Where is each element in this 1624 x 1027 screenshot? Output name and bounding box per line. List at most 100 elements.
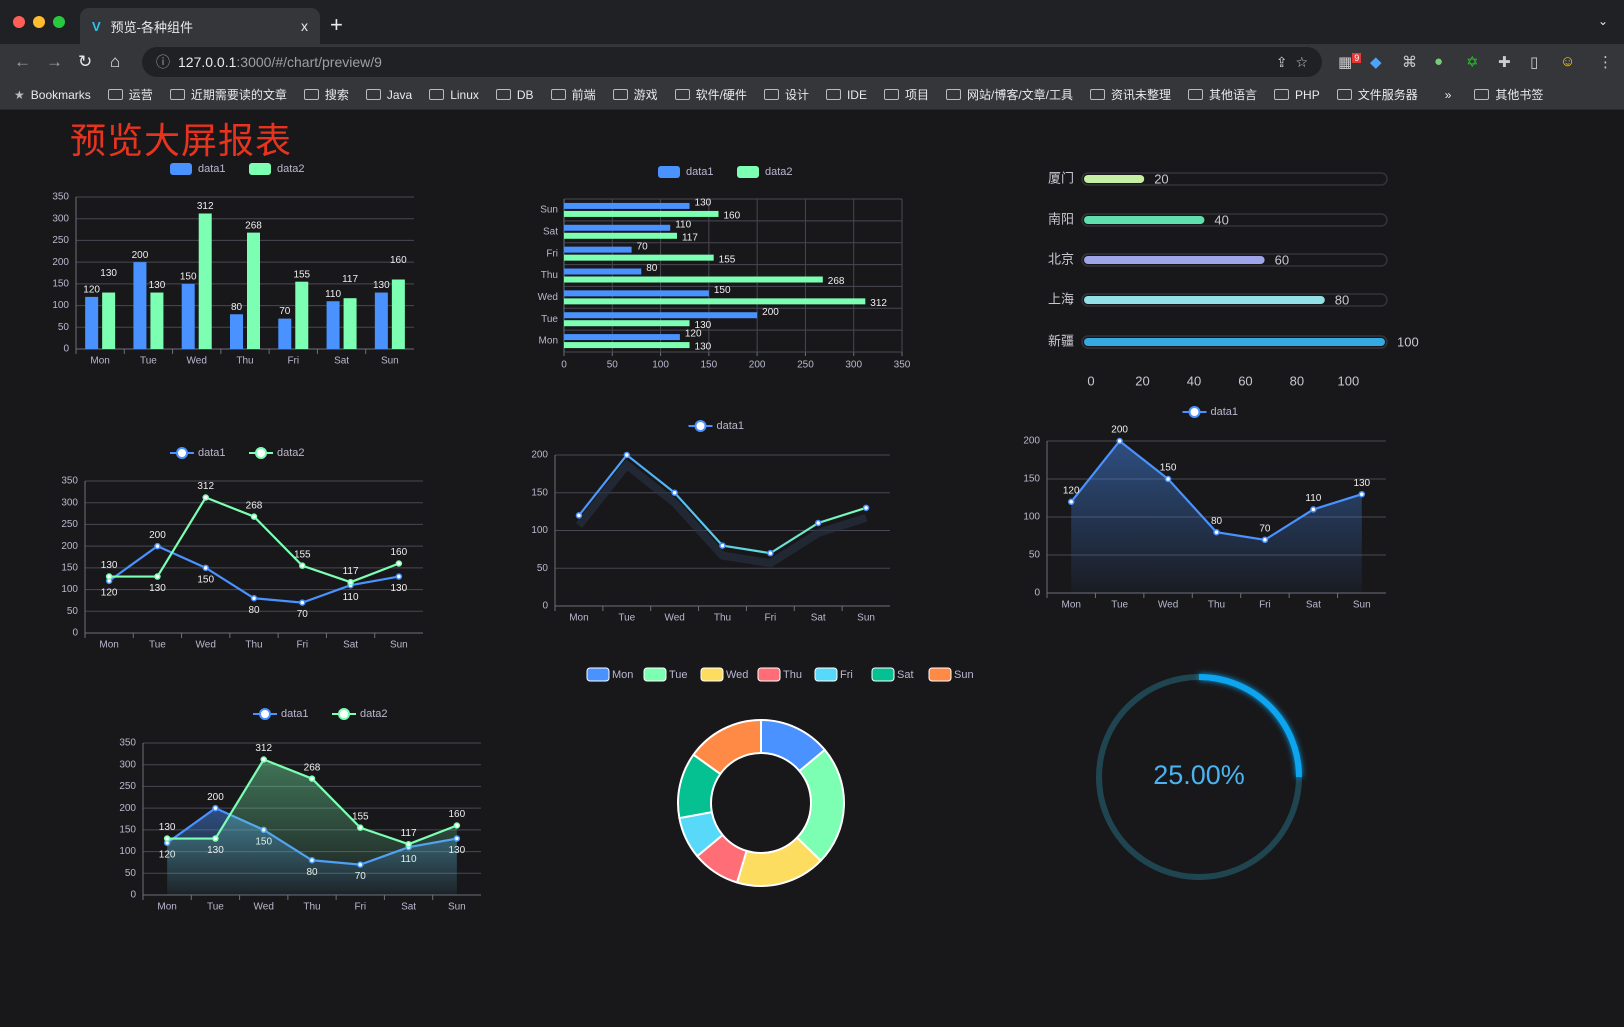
menu-kebab-icon[interactable]: ⋮	[1598, 54, 1613, 71]
data-label: 130	[100, 268, 117, 279]
bookmark-folder[interactable]: 文件服务器	[1336, 86, 1418, 103]
y-tick-label: 350	[119, 738, 136, 749]
bar-data1	[181, 283, 195, 349]
folder-icon	[1474, 89, 1490, 100]
side-panel-icon[interactable]: ▯	[1530, 54, 1539, 71]
x-tick-label: Sat	[401, 902, 416, 913]
bar-data2	[564, 254, 714, 261]
data-label: 130	[391, 583, 408, 594]
bookmark-folder[interactable]: 游戏	[612, 86, 658, 103]
share-icon[interactable]: ⇪	[1275, 53, 1288, 70]
bookmark-label: 设计	[784, 88, 809, 102]
progress-track	[1081, 335, 1388, 349]
bookmark-label: 近期需要读的文章	[190, 88, 287, 102]
x-tick-label: 80	[1290, 373, 1304, 388]
legend-label: data2	[765, 166, 793, 178]
legend-swatch	[700, 667, 724, 682]
y-tick-label: 250	[61, 519, 78, 530]
y-tick-label: Mon	[539, 336, 558, 347]
browser-tab[interactable]: V 预览-各种组件 x	[80, 8, 320, 44]
reload-icon[interactable]: ↻	[78, 52, 93, 71]
tab-title: 预览-各种组件	[110, 19, 194, 35]
bookmark-folder[interactable]: 设计	[763, 86, 809, 103]
bar-data2	[343, 298, 357, 349]
new-tab-button[interactable]: +	[330, 12, 343, 37]
y-tick-label: 200	[61, 541, 78, 552]
x-tick-label: Thu	[714, 613, 731, 624]
bookmark-folder[interactable]: DB	[495, 88, 534, 102]
data-point	[212, 804, 219, 812]
bookmark-folder[interactable]: Linux	[429, 88, 479, 102]
folder-icon	[1188, 89, 1204, 100]
x-tick-label: Sun	[381, 356, 399, 367]
bookmark-folder[interactable]: 前端	[550, 86, 596, 103]
bookmark-folder[interactable]: 运营	[107, 86, 153, 103]
folder-icon	[169, 89, 185, 100]
circle-extension-icon[interactable]: ●	[1434, 53, 1444, 70]
x-tick-label: Fri	[296, 640, 308, 651]
bookmark-folder[interactable]: 网站/博客/文章/工具	[945, 86, 1073, 103]
data-label: 268	[304, 762, 321, 773]
data-point	[767, 549, 774, 557]
address-bar[interactable]: ⓘ 127.0.0.1:3000/#/chart/preview/9 ⇪ ☆	[142, 47, 1322, 77]
folder-icon	[674, 89, 690, 100]
close-window-button[interactable]	[13, 16, 25, 28]
data-label: 70	[637, 241, 649, 252]
bookmark-folder[interactable]: 其他语言	[1188, 86, 1257, 103]
minimize-window-button[interactable]	[33, 16, 45, 28]
area-fill-data2	[167, 759, 457, 895]
star-extension-icon[interactable]: ✡	[1466, 54, 1479, 71]
bar-data2	[564, 232, 677, 239]
extension-badge: 9	[1352, 53, 1362, 63]
extension-icon[interactable]: ▦ 9	[1338, 53, 1362, 71]
data-label: 160	[390, 255, 407, 266]
y-tick-label: Wed	[538, 292, 558, 303]
data-point	[814, 519, 822, 527]
bar-data1	[85, 296, 99, 349]
maximize-window-button[interactable]	[53, 16, 65, 28]
extensions-puzzle-icon[interactable]: ✚	[1498, 54, 1511, 71]
legend-label: Sun	[954, 669, 974, 681]
x-tick-label: Thu	[236, 356, 253, 367]
bookmark-folder[interactable]: PHP	[1274, 88, 1320, 102]
profile-avatar[interactable]: ☺	[1560, 53, 1576, 70]
y-tick-label: 150	[61, 562, 78, 573]
bar-data2	[102, 292, 116, 349]
forward-icon[interactable]: →	[46, 52, 63, 71]
bookmark-star-icon[interactable]: ☆	[1295, 53, 1308, 70]
vue-logo-icon: V	[92, 18, 101, 34]
legend-label: data1	[686, 166, 714, 178]
bar-data2	[564, 320, 690, 327]
bookmark-folder[interactable]: 软件/硬件	[674, 86, 747, 103]
other-bookmarks-folder[interactable]: 其他书签	[1474, 86, 1543, 103]
bookmark-label: IDE	[846, 87, 867, 102]
bookmark-folder[interactable]: 项目	[883, 86, 929, 103]
bookmark-folder[interactable]: Java	[365, 88, 412, 102]
bookmark-folder[interactable]: IDE	[825, 87, 867, 102]
back-icon[interactable]: ←	[14, 52, 31, 71]
data-label: 200	[132, 250, 149, 261]
bookmarks-button[interactable]: ★ Bookmarks	[14, 88, 91, 102]
more-bookmarks-button[interactable]: »	[1444, 87, 1452, 102]
tab-search-chevron-icon[interactable]: ⌄	[1597, 14, 1608, 28]
data-point	[260, 756, 267, 763]
folder-icon	[365, 89, 381, 100]
legend-marker-icon	[176, 447, 188, 459]
command-extension-icon[interactable]: ⌘	[1402, 54, 1417, 71]
bookmark-folder[interactable]: 搜索	[303, 86, 349, 103]
progress-value: 20	[1154, 171, 1168, 186]
x-tick-label: Sun	[1353, 600, 1371, 611]
home-icon[interactable]: ⌂	[110, 52, 121, 71]
bar-data2	[564, 342, 690, 349]
legend-label: Mon	[612, 669, 633, 681]
gem-extension-icon[interactable]: ◆	[1370, 54, 1382, 71]
folder-icon	[495, 89, 511, 100]
folder-icon	[107, 89, 123, 100]
progress-fill	[1084, 256, 1265, 264]
bookmark-folder[interactable]: 资讯未整理	[1090, 86, 1171, 103]
tab-close-icon[interactable]: x	[301, 18, 308, 34]
y-tick-label: Thu	[541, 270, 558, 281]
data-label: 200	[762, 307, 779, 318]
bookmark-folder[interactable]: 近期需要读的文章	[169, 86, 287, 103]
data-label: 130	[149, 280, 166, 291]
